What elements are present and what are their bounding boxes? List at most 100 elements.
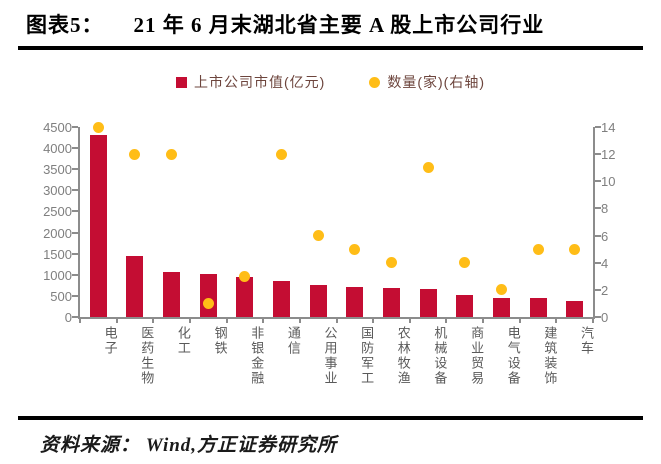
dot-机械设备: [422, 162, 434, 174]
x-axis-label-钢铁: 钢铁: [212, 326, 228, 356]
x-axis-label-通信: 通信: [285, 326, 301, 356]
bar-农林牧渔: [382, 287, 400, 317]
x-axis-tick: [188, 319, 191, 323]
right-axis-tick-label: 6: [601, 228, 609, 244]
legend-item-marketcap: 上市公司市值(亿元): [176, 72, 325, 92]
figure-title: 21 年 6 月末湖北省主要 A 股上市公司行业: [133, 13, 545, 37]
dot-农林牧渔: [385, 257, 397, 269]
left-axis-tick-label: 4500: [43, 120, 72, 135]
x-axis-tick: [372, 319, 375, 323]
left-axis-tick-label: 3500: [43, 162, 72, 178]
left-axis-tick: [72, 189, 78, 192]
x-axis-tick: [408, 319, 411, 323]
bar-通信: [273, 280, 291, 317]
legend-item-count: 数量(家)(右轴): [369, 72, 485, 92]
right-axis-line: [593, 127, 595, 319]
right-axis-tick-label: 12: [601, 147, 616, 163]
left-axis-tick: [72, 294, 78, 297]
left-axis-tick: [72, 231, 78, 234]
x-axis-label-汽车: 汽车: [578, 326, 594, 356]
x-axis-tick: [298, 319, 301, 323]
x-axis-tick: [262, 319, 265, 323]
right-axis-tick: [595, 153, 601, 156]
left-axis-tick: [72, 273, 78, 276]
left-axis-tick: [72, 252, 78, 255]
left-axis-tick-label: 0: [64, 310, 72, 325]
right-axis-tick-label: 8: [601, 201, 609, 217]
left-axis-tick-label: 1000: [43, 267, 72, 283]
bar-商业贸易: [456, 295, 474, 317]
bar-series-swatch-icon: [176, 76, 187, 88]
x-axis-label-农林牧渔: 农林牧渔: [395, 326, 411, 386]
x-axis-line: [78, 317, 595, 319]
x-axis-tick: [225, 319, 228, 323]
left-axis-tick-label: 4000: [43, 141, 72, 157]
right-axis-tick: [595, 180, 601, 183]
dot-公用事业: [312, 230, 324, 242]
x-axis-label-化工: 化工: [175, 326, 191, 356]
bar-化工: [163, 272, 181, 317]
dot-化工: [166, 148, 178, 160]
x-axis-label-电子: 电子: [102, 326, 118, 356]
x-axis-tick: [152, 319, 155, 323]
left-axis-tick: [72, 168, 78, 171]
x-axis-label-机械设备: 机械设备: [432, 326, 448, 386]
dot-钢铁: [202, 297, 214, 309]
left-axis-tick-label: 500: [50, 288, 72, 304]
x-axis-tick: [79, 319, 81, 323]
left-axis-tick-label: 1500: [43, 246, 72, 262]
x-axis-label-非银金融: 非银金融: [249, 326, 265, 386]
right-axis-tick: [595, 234, 601, 237]
dot-医药生物: [129, 148, 141, 160]
bar-公用事业: [309, 285, 327, 317]
figure-label: 图表5：: [26, 13, 104, 37]
right-axis-tick: [595, 207, 601, 210]
bar-机械设备: [419, 289, 437, 317]
left-axis-tick: [72, 126, 78, 128]
x-axis-tick: [482, 319, 485, 323]
x-axis-tick: [518, 319, 521, 323]
header-divider: [18, 46, 643, 50]
x-axis-tick: [445, 319, 448, 323]
left-axis-tick: [72, 316, 78, 318]
dot-商业贸易: [459, 257, 471, 269]
left-axis-tick-label: 2500: [43, 204, 72, 220]
right-axis-tick-label: 0: [601, 310, 609, 325]
right-axis-tick: [595, 261, 601, 264]
bar-医药生物: [126, 256, 144, 317]
x-axis-label-电气设备: 电气设备: [505, 326, 521, 386]
left-axis-tick: [72, 147, 78, 150]
x-axis-label-国防军工: 国防军工: [359, 326, 375, 386]
right-axis-tick-label: 2: [601, 282, 609, 298]
x-axis-label-公用事业: 公用事业: [322, 326, 338, 386]
bar-series-label: 上市公司市值(亿元): [194, 74, 326, 90]
dot-series-label: 数量(家)(右轴): [387, 74, 485, 90]
x-axis-label-建筑装饰: 建筑装饰: [542, 326, 558, 386]
x-axis-label-医药生物: 医药生物: [139, 326, 155, 386]
right-axis-tick-label: 14: [601, 120, 616, 135]
chart-area: 0 500 1000 1500 2000 2500 3000 3500 4000 4500 0 2 4 6…: [0, 104, 661, 396]
bar-电气设备: [492, 297, 510, 317]
x-axis-tick: [592, 319, 594, 323]
dot-电子: [92, 121, 104, 133]
x-axis-tick: [555, 319, 558, 323]
left-axis-line: [78, 127, 80, 319]
right-axis-tick-label: 10: [601, 174, 616, 190]
dot-通信: [276, 148, 288, 160]
dot-国防军工: [349, 243, 361, 255]
source-note: 资料来源： Wind,方正证券研究所: [40, 435, 338, 456]
dot-建筑装饰: [532, 243, 544, 255]
right-axis-tick: [595, 126, 601, 128]
bar-非银金融: [236, 276, 254, 317]
dot-汽车: [569, 243, 581, 255]
x-axis-tick: [335, 319, 338, 323]
right-axis-tick: [595, 288, 601, 291]
bar-建筑装饰: [529, 298, 547, 317]
bar-国防军工: [346, 286, 364, 317]
left-axis-tick-label: 3000: [43, 183, 72, 199]
plot-area: [80, 121, 593, 317]
footer-divider: [18, 416, 643, 420]
bar-汽车: [566, 301, 584, 317]
dot-series-swatch-icon: [369, 76, 381, 88]
